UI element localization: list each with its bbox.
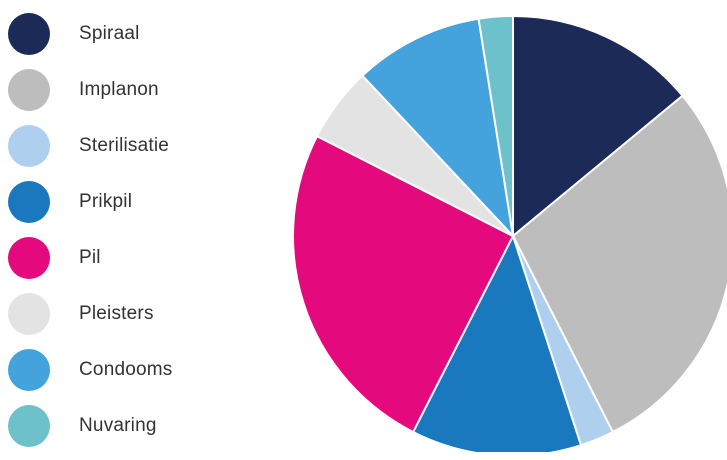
legend-label: Nuvaring [79,415,157,436]
legend-item: Spiraal [8,12,248,56]
legend-swatch [8,349,50,391]
legend-swatch [8,13,50,55]
legend-item: Implanon [8,68,248,112]
legend-label: Prikpil [79,191,133,212]
legend-item: Pleisters [8,292,248,336]
legend-label: Sterilisatie [79,135,170,156]
pie-slice-implanon [512,94,727,434]
pie-slice-prikpil [412,235,582,452]
pie-slice-condooms [361,17,514,237]
legend-swatch [8,69,50,111]
legend-swatch [8,293,50,335]
legend-item: Prikpil [8,180,248,224]
legend-label: Condooms [79,359,173,380]
legend-swatch [8,181,50,223]
legend-label: Pil [79,247,101,268]
legend-item: Nuvaring [8,404,248,448]
legend-label: Implanon [79,79,159,100]
legend-swatch [8,125,50,167]
pie-slice-pil [292,135,514,434]
legend-swatch [8,237,50,279]
pie-slice-nuvaring [477,15,514,237]
chart-legend: Spiraal Implanon Sterilisatie Prikpil Pil Ple… [8,12,248,460]
legend-label: Spiraal [79,23,140,44]
legend-item: Condooms [8,348,248,392]
legend-item: Sterilisatie [8,124,248,168]
legend-label: Pleisters [79,303,154,324]
legend-swatch [8,405,50,447]
legend-item: Pil [8,236,248,280]
pie-slice-spiraal [512,15,684,237]
